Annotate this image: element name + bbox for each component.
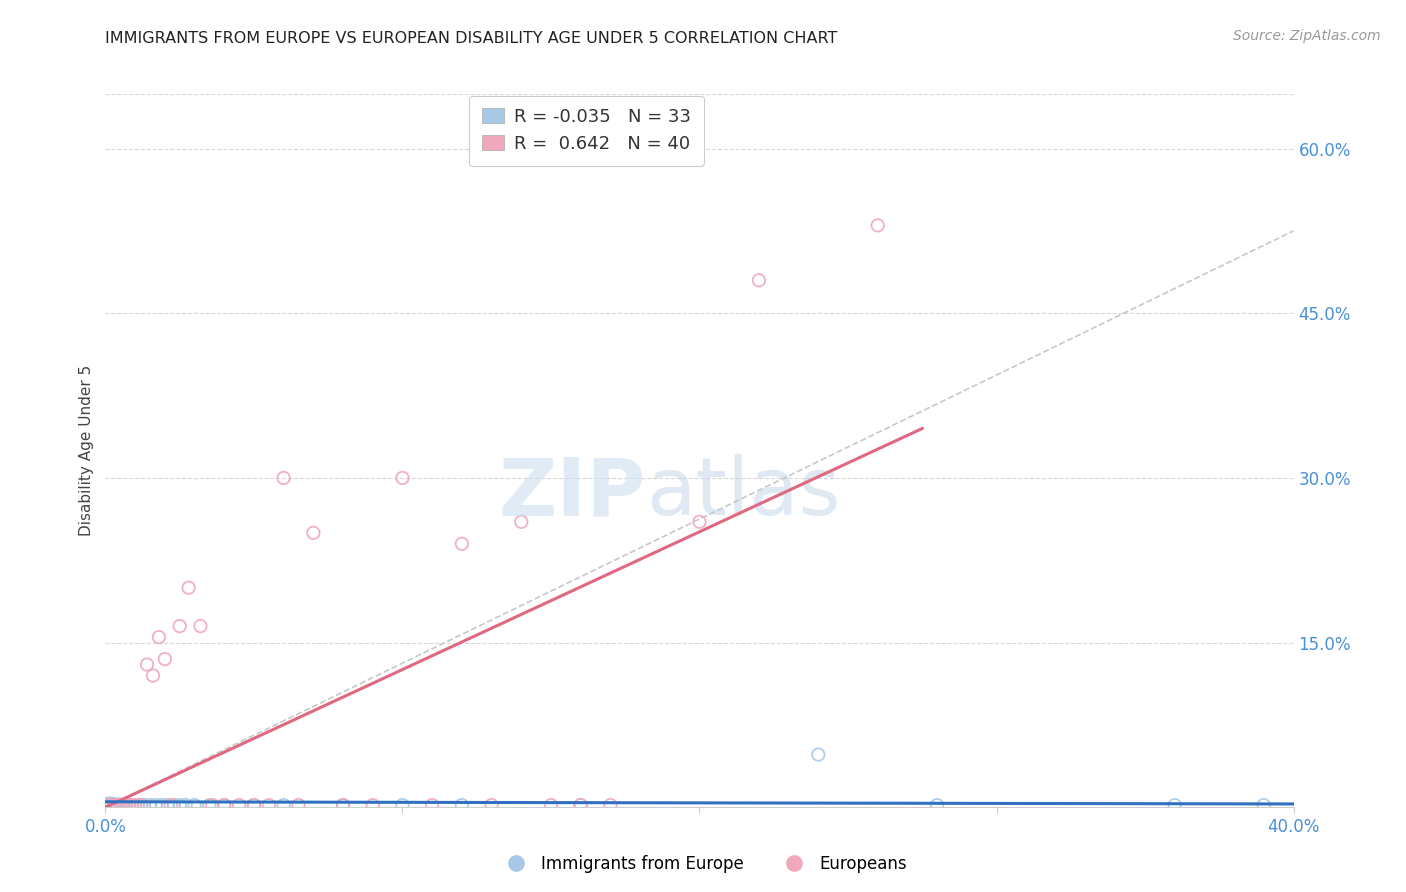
Point — [112, 798, 135, 813]
Point — [156, 798, 179, 813]
Point — [689, 515, 711, 529]
Point — [177, 581, 200, 595]
Point — [1164, 798, 1187, 813]
Point — [569, 798, 592, 813]
Point — [142, 668, 165, 682]
Point — [214, 798, 236, 813]
Point — [540, 798, 562, 813]
Point — [361, 798, 384, 813]
Text: ZIP: ZIP — [499, 454, 645, 533]
Point — [112, 798, 135, 813]
Point — [190, 619, 212, 633]
Legend: Immigrants from Europe, Europeans: Immigrants from Europe, Europeans — [494, 848, 912, 880]
Point — [105, 798, 128, 813]
Point — [273, 471, 295, 485]
Point — [169, 619, 191, 633]
Point — [748, 273, 770, 287]
Point — [198, 798, 221, 813]
Point — [302, 525, 325, 540]
Point — [121, 798, 143, 813]
Point — [118, 798, 141, 813]
Point — [866, 219, 889, 233]
Point — [257, 798, 280, 813]
Point — [148, 630, 170, 644]
Text: IMMIGRANTS FROM EUROPE VS EUROPEAN DISABILITY AGE UNDER 5 CORRELATION CHART: IMMIGRANTS FROM EUROPE VS EUROPEAN DISAB… — [105, 31, 838, 46]
Point — [150, 798, 173, 813]
Point — [159, 798, 181, 813]
Point — [201, 798, 224, 813]
Point — [169, 798, 191, 813]
Point — [569, 798, 592, 813]
Point — [132, 798, 155, 813]
Point — [110, 798, 132, 813]
Point — [332, 798, 354, 813]
Point — [145, 798, 167, 813]
Point — [136, 657, 159, 672]
Point — [243, 798, 266, 813]
Point — [287, 798, 309, 813]
Point — [153, 652, 176, 666]
Point — [391, 798, 413, 813]
Point — [127, 798, 149, 813]
Point — [391, 471, 413, 485]
Point — [243, 798, 266, 813]
Point — [450, 537, 472, 551]
Point — [100, 798, 122, 813]
Text: atlas: atlas — [645, 454, 841, 533]
Point — [129, 798, 152, 813]
Point — [115, 798, 138, 813]
Point — [599, 798, 621, 813]
Point — [129, 798, 152, 813]
Point — [121, 798, 143, 813]
Point — [105, 798, 128, 813]
Point — [420, 798, 443, 813]
Point — [103, 798, 125, 813]
Point — [273, 798, 295, 813]
Y-axis label: Disability Age Under 5: Disability Age Under 5 — [79, 365, 94, 536]
Point — [807, 747, 830, 762]
Point — [118, 798, 141, 813]
Point — [183, 798, 205, 813]
Point — [174, 798, 197, 813]
Point — [510, 515, 533, 529]
Point — [115, 798, 138, 813]
Point — [97, 798, 120, 813]
Point — [228, 798, 250, 813]
Point — [124, 798, 146, 813]
Point — [163, 798, 186, 813]
Point — [100, 798, 122, 813]
Point — [927, 798, 949, 813]
Point — [97, 798, 120, 813]
Point — [103, 798, 125, 813]
Text: Source: ZipAtlas.com: Source: ZipAtlas.com — [1233, 29, 1381, 43]
Point — [214, 798, 236, 813]
Point — [1253, 798, 1275, 813]
Point — [124, 798, 146, 813]
Point — [139, 798, 162, 813]
Point — [110, 798, 132, 813]
Point — [332, 798, 354, 813]
Point — [481, 798, 503, 813]
Point — [450, 798, 472, 813]
Legend: R = -0.035   N = 33, R =  0.642   N = 40: R = -0.035 N = 33, R = 0.642 N = 40 — [470, 95, 704, 166]
